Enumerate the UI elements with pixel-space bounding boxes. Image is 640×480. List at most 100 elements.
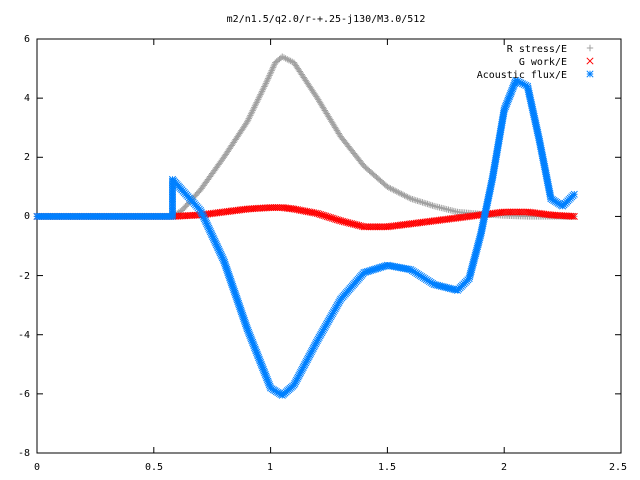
data-point [240, 315, 248, 323]
data-point [258, 89, 265, 97]
data-point [261, 369, 269, 377]
chart-title: m2/n1.5/q2.0/r-+.25-j130/M3.0/512 [227, 14, 426, 25]
data-point [224, 269, 232, 277]
data-point [229, 284, 237, 292]
data-point [212, 239, 220, 247]
data-point [222, 262, 230, 270]
data-point [412, 197, 419, 204]
data-point [230, 287, 238, 295]
data-point [258, 362, 266, 370]
data-point [373, 264, 381, 272]
data-point [255, 353, 263, 362]
data-point [263, 374, 271, 382]
y-axis: -8 -6 -4 -2 0 2 4 6 [18, 34, 30, 459]
data-point [417, 198, 424, 206]
data-point [249, 107, 256, 114]
data-point [263, 375, 271, 384]
data-point [206, 228, 214, 236]
x-tick-label: 0 [34, 462, 40, 473]
data-point [312, 338, 321, 346]
data-point [401, 192, 408, 199]
data-point [255, 94, 263, 101]
data-point [217, 250, 225, 258]
data-point [223, 265, 231, 273]
data-point [252, 100, 260, 108]
legend-label-g-work: G work/E [519, 57, 567, 68]
data-point [292, 376, 301, 384]
data-point [254, 352, 262, 360]
data-point [250, 342, 258, 350]
data-point [390, 186, 397, 194]
data-point [258, 88, 266, 95]
data-point [249, 338, 257, 346]
data-point [303, 356, 311, 364]
data-point [215, 247, 223, 255]
data-point [298, 365, 306, 373]
data-point [375, 264, 383, 272]
data-point [253, 350, 261, 358]
data-point [212, 241, 220, 249]
data-point [500, 106, 508, 114]
data-point [227, 277, 235, 285]
data-point [219, 255, 227, 263]
y-tick-label: -6 [18, 389, 30, 400]
data-point [510, 81, 518, 89]
data-point [220, 258, 229, 267]
data-point [253, 99, 260, 106]
data-point [260, 367, 268, 375]
data-point [231, 289, 239, 297]
data-point [209, 234, 217, 242]
data-point [297, 368, 305, 376]
y-tick-label: -8 [18, 448, 30, 459]
data-point [261, 370, 269, 378]
data-point [360, 269, 368, 277]
data-point [301, 360, 309, 368]
data-point [243, 325, 251, 333]
data-point [251, 102, 259, 109]
series-layer [33, 53, 578, 399]
data-point [393, 188, 400, 195]
data-point [305, 352, 313, 361]
data-point [387, 185, 394, 192]
data-point [199, 211, 207, 219]
x-axis: 0 0.5 1 1.5 2 2.5 [34, 462, 627, 473]
data-point [218, 252, 226, 260]
data-point [209, 232, 217, 241]
y-tick-label: 0 [24, 211, 30, 222]
data-point [251, 345, 259, 353]
data-point [207, 229, 215, 237]
data-point [268, 67, 275, 74]
data-point [363, 268, 371, 276]
data-point [503, 98, 511, 106]
data-point [388, 186, 396, 193]
data-point [202, 218, 210, 226]
data-point [368, 266, 376, 274]
data-point [296, 370, 304, 378]
data-point [293, 375, 301, 383]
data-point [414, 197, 421, 204]
data-point [505, 94, 513, 103]
data-point [225, 272, 233, 280]
data-point [402, 193, 410, 200]
y-tick-label: -2 [18, 271, 30, 282]
data-point [215, 245, 223, 253]
data-point [269, 65, 276, 73]
plot-area [36, 38, 622, 454]
data-point [304, 354, 312, 362]
series-2 [33, 76, 578, 399]
data-point [362, 268, 370, 276]
data-point [246, 332, 254, 340]
x-tick-label: 2 [501, 462, 507, 473]
data-point [391, 187, 399, 194]
y-tick-label: -4 [18, 330, 30, 341]
data-point [307, 349, 315, 357]
data-point [294, 373, 302, 381]
data-point [308, 346, 316, 354]
data-point [229, 282, 237, 290]
data-point [505, 93, 513, 101]
data-point [259, 86, 267, 93]
data-point [265, 379, 273, 387]
data-point [241, 318, 249, 326]
data-point [266, 72, 273, 79]
